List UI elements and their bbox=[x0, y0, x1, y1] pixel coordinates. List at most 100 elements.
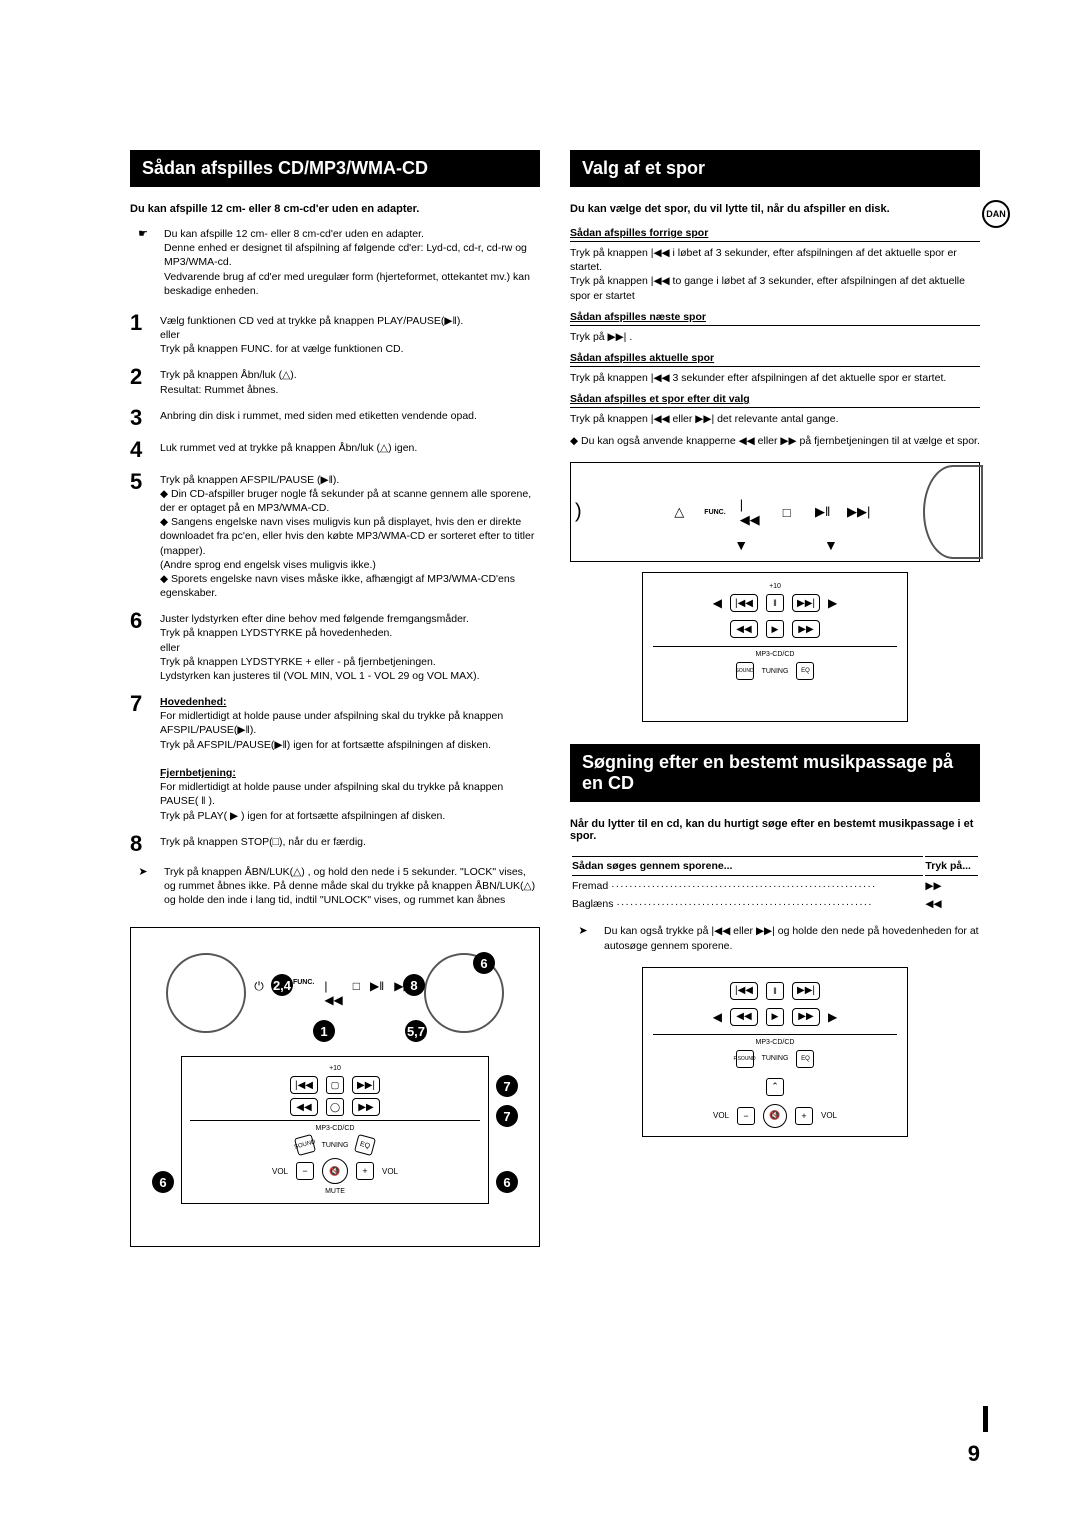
prev-button: |◀◀ bbox=[730, 982, 758, 1000]
step-number: 5 bbox=[130, 471, 152, 601]
vol-plus-label: VOL bbox=[382, 1167, 398, 1176]
up-chevron-button: ⌃ bbox=[766, 1078, 784, 1096]
current-track-heading: Sådan afspilles aktuelle spor bbox=[570, 352, 980, 367]
remote-inset: +10 |◀◀ ▢ ▶▶| ◀◀ ◯ ▶▶ MP3-CD/CD SOUND TU… bbox=[181, 1056, 489, 1204]
hovedenhed-text: For midlertidigt at holde pause under af… bbox=[160, 710, 503, 750]
tuning-label: TUNING bbox=[762, 668, 789, 675]
eq-button: EQ bbox=[354, 1134, 376, 1156]
left-intro: Du kan afspille 12 cm- eller 8 cm-cd'er … bbox=[130, 203, 540, 215]
dots: ········································… bbox=[616, 898, 872, 910]
vol-down-button: − bbox=[737, 1107, 755, 1125]
pointer-note: ☛ Du kan afspille 12 cm- eller 8 cm-cd'e… bbox=[130, 227, 540, 298]
step-3: 3 Anbring din disk i rummet, med siden m… bbox=[130, 407, 540, 429]
hovedenhed-label: Hovedenhed: bbox=[160, 696, 227, 708]
step-number: 7 bbox=[130, 693, 152, 823]
plus10-label: +10 bbox=[190, 1065, 480, 1072]
step-text: Tryk på knappen STOP(□), når du er færdi… bbox=[160, 833, 540, 855]
next-track-text: Tryk på ▶▶| . bbox=[570, 330, 980, 344]
callout-6a: 6 bbox=[152, 1171, 174, 1193]
divider bbox=[653, 1034, 898, 1035]
left-arrow-icon: ◀ bbox=[713, 1010, 722, 1024]
pause-button: ‖ bbox=[766, 594, 784, 612]
step-number: 3 bbox=[130, 407, 152, 429]
rew-button: ◀◀ bbox=[290, 1098, 318, 1116]
callout-1: 1 bbox=[313, 1020, 335, 1042]
prev-track-icon: |◀◀ bbox=[324, 979, 342, 1007]
step-number: 1 bbox=[130, 312, 152, 357]
table-row: Baglæns ································… bbox=[572, 896, 978, 912]
step-text: Tryk på knappen AFSPIL/PAUSE (▶‖). ◆ Din… bbox=[160, 471, 540, 601]
fwd-glyph: ▶▶ bbox=[925, 878, 978, 894]
step-text: Anbring din disk i rummet, med siden med… bbox=[160, 407, 540, 429]
arrowhead-icon: ➤ bbox=[130, 865, 156, 878]
tuning-label: TUNING bbox=[322, 1142, 349, 1149]
step-text: Tryk på knappen Åbn/luk (△). Resultat: R… bbox=[160, 366, 540, 396]
search-col-2: Tryk på... bbox=[925, 856, 978, 876]
step-8: 8 Tryk på knappen STOP(□), når du er fær… bbox=[130, 833, 540, 855]
device-diagram: ⏻ △ FUNC. |◀◀ □ ▶‖ ▶▶| 2,4 8 1 5,7 6 bbox=[130, 927, 540, 1247]
step-text: Juster lydstyrken efter dine behov med f… bbox=[160, 610, 540, 683]
step-number: 2 bbox=[130, 366, 152, 396]
next-button: ▶▶| bbox=[792, 594, 820, 612]
vol-minus-label: VOL bbox=[272, 1167, 288, 1176]
device-strip-diagram: ) △ FUNC. |◀◀ □ ▶‖ ▶▶| ▼ ▼ bbox=[570, 462, 980, 562]
stop-icon: □ bbox=[353, 979, 360, 1007]
mp3cd-label: MP3-CD/CD bbox=[190, 1125, 480, 1132]
prev-track-text: Tryk på knappen |◀◀ i løbet af 3 sekunde… bbox=[570, 246, 980, 303]
mute-button: 🔇 bbox=[322, 1158, 348, 1184]
speaker-arc-icon bbox=[923, 465, 983, 559]
arrowhead-icon: ➤ bbox=[570, 924, 596, 937]
search-col-1: Sådan søges gennem sporene... bbox=[572, 856, 923, 876]
play-pause-icon: ▶‖ bbox=[370, 979, 384, 1007]
fjern-label: Fjernbetjening: bbox=[160, 767, 236, 779]
right1-intro: Du kan vælge det spor, du vil lytte til,… bbox=[570, 203, 980, 215]
right2-intro: Når du lytter til en cd, kan du hurtigt … bbox=[570, 818, 980, 842]
choose-track-text: Tryk på knappen |◀◀ eller ▶▶| det releva… bbox=[570, 412, 980, 426]
step-6: 6 Juster lydstyrken efter dine behov med… bbox=[130, 610, 540, 683]
device-top: ⏻ △ FUNC. |◀◀ □ ▶‖ ▶▶| 2,4 8 1 5,7 6 bbox=[141, 938, 529, 1048]
ffwd-button: ▶▶ bbox=[792, 620, 820, 638]
choose-track-heading: Sådan afspilles et spor efter dit valg bbox=[570, 393, 980, 408]
rev-glyph: ◀◀ bbox=[925, 896, 978, 912]
next-button: ▶▶| bbox=[792, 982, 820, 1000]
down-arrow-icon: ▼ bbox=[824, 537, 838, 553]
table-row: Fremad ·································… bbox=[572, 878, 978, 894]
search-tip-text: Du kan også trykke på |◀◀ eller ▶▶| og h… bbox=[604, 924, 980, 952]
search-table: Sådan søges gennem sporene... Tryk på...… bbox=[570, 854, 980, 914]
page-edge-bar bbox=[983, 1406, 988, 1432]
fjern-text: For midlertidigt at holde pause under af… bbox=[160, 781, 503, 821]
prev-button: |◀◀ bbox=[290, 1076, 318, 1094]
dots: ········································… bbox=[611, 880, 876, 892]
play-button: ▶ bbox=[766, 1008, 784, 1026]
right-arrow-icon: ▶ bbox=[828, 1010, 837, 1024]
remote-diagram-1: +10 ◀ |◀◀ ‖ ▶▶| ▶ ◀◀ ▶ ▶▶ MP3-CD/CD SOUN… bbox=[642, 572, 909, 722]
step-5: 5 Tryk på knappen AFSPIL/PAUSE (▶‖). ◆ D… bbox=[130, 471, 540, 601]
mute-button: 🔇 bbox=[763, 1104, 787, 1128]
play-pause-icon: ▶‖ bbox=[812, 501, 834, 523]
callout-57: 5,7 bbox=[405, 1020, 427, 1042]
step-number: 6 bbox=[130, 610, 152, 683]
speaker-left-icon bbox=[166, 953, 246, 1033]
next-track-heading: Sådan afspilles næste spor bbox=[570, 311, 980, 326]
step-text: Luk rummet ved at trykke på knappen Åbn/… bbox=[160, 439, 540, 461]
language-badge: DAN bbox=[982, 200, 1010, 228]
eq-button: EQ bbox=[796, 662, 814, 680]
divider bbox=[653, 646, 898, 647]
vol-up-button: + bbox=[795, 1107, 813, 1125]
vol-up-button: + bbox=[356, 1162, 374, 1180]
lock-note: ➤ Tryk på knappen ÅBN/LUK(△) , og hold d… bbox=[130, 865, 540, 908]
prev-button: |◀◀ bbox=[730, 594, 758, 612]
divider bbox=[190, 1120, 480, 1121]
callout-6b: 6 bbox=[496, 1171, 518, 1193]
power-icon: ⏻ bbox=[254, 979, 264, 1007]
right-section-header-1: Valg af et spor bbox=[570, 150, 980, 187]
step-1: 1 Vælg funktionen CD ved at trykke på kn… bbox=[130, 312, 540, 357]
step-text: Vælg funktionen CD ved at trykke på knap… bbox=[160, 312, 540, 357]
func-label-2: FUNC. bbox=[704, 509, 725, 516]
left-column: Sådan afspilles CD/MP3/WMA-CD Du kan afs… bbox=[130, 150, 540, 1247]
up-button: ▢ bbox=[326, 1076, 344, 1094]
ffwd-button: ▶▶ bbox=[352, 1098, 380, 1116]
vol-label: VOL bbox=[713, 1111, 729, 1120]
right-section-header-2: Søgning efter en bestemt musikpassage på… bbox=[570, 744, 980, 802]
mp3cd-label: MP3-CD/CD bbox=[756, 1039, 795, 1046]
